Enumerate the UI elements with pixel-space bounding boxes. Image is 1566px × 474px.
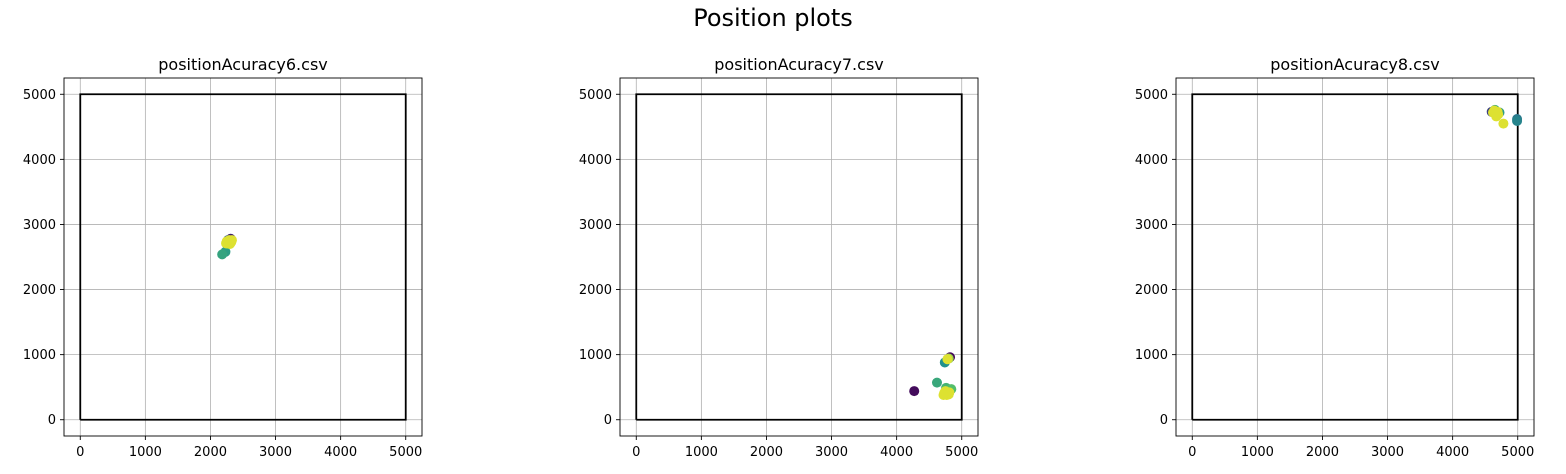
axes-frame <box>619 77 979 437</box>
scatter-point <box>942 354 953 365</box>
subplot-2: positionAcuracy7.csv 0 1000 2000 3000 4000 500… <box>579 55 979 460</box>
scatter-point <box>1491 111 1502 122</box>
x-tick-label: 5000 <box>1501 445 1534 460</box>
x-tick-label: 2000 <box>194 445 227 460</box>
y-tick-label: 4000 <box>579 153 612 168</box>
x-tick-label: 5000 <box>945 445 978 460</box>
scatter-point <box>909 386 920 397</box>
y-tick-label: 2000 <box>579 283 612 298</box>
scatter-point <box>226 235 237 246</box>
y-tick-label: 3000 <box>1135 218 1168 233</box>
boundary-line <box>635 93 963 421</box>
y-tick-label: 3000 <box>579 218 612 233</box>
subplot-1: positionAcuracy6.csv 0 1000 2000 3000 4000 500… <box>23 55 423 460</box>
x-tick-label: 2000 <box>1306 445 1339 460</box>
x-tick-label: 0 <box>76 445 84 460</box>
y-tick-label: 2000 <box>1135 283 1168 298</box>
boundary-line <box>79 93 407 421</box>
x-tick-label: 3000 <box>259 445 292 460</box>
subplot-3: positionAcuracy8.csv 0 1000 2000 3000 4000 500… <box>1135 55 1535 460</box>
x-tick-label: 2000 <box>750 445 783 460</box>
axes-frame <box>63 77 423 437</box>
x-tick-label: 4000 <box>1436 445 1469 460</box>
x-tick-label: 4000 <box>324 445 357 460</box>
y-tick-label: 5000 <box>1135 88 1168 103</box>
scatter-point <box>931 377 942 388</box>
x-tick-label: 1000 <box>685 445 718 460</box>
scatter-point <box>1512 115 1523 126</box>
y-tick-label: 4000 <box>23 153 56 168</box>
x-tick-label: 3000 <box>1371 445 1404 460</box>
scatter-point <box>217 249 228 260</box>
y-tick-label: 5000 <box>23 88 56 103</box>
subplot-title: positionAcuracy8.csv <box>1270 55 1440 74</box>
boundary-line <box>1191 93 1519 421</box>
x-tick-label: 1000 <box>1241 445 1274 460</box>
x-tick-label: 3000 <box>815 445 848 460</box>
y-tick-label: 3000 <box>23 218 56 233</box>
x-tick-label: 0 <box>632 445 640 460</box>
y-tick-label: 1000 <box>1135 348 1168 363</box>
y-tick-label: 5000 <box>579 88 612 103</box>
subplot-panels: positionAcuracy6.csv 0 1000 2000 3000 4000 500… <box>23 55 1535 460</box>
y-tick-label: 1000 <box>579 348 612 363</box>
x-tick-label: 1000 <box>129 445 162 460</box>
x-tick-label: 4000 <box>880 445 913 460</box>
y-tick-label: 0 <box>48 413 56 428</box>
y-tick-label: 2000 <box>23 283 56 298</box>
y-tick-label: 0 <box>604 413 612 428</box>
subplot-title: positionAcuracy6.csv <box>158 55 328 74</box>
scatter-point <box>1498 118 1509 129</box>
axes-frame <box>1175 77 1535 437</box>
subplot-title: positionAcuracy7.csv <box>714 55 884 74</box>
y-tick-label: 1000 <box>23 348 56 363</box>
scatter-point <box>938 389 949 400</box>
y-tick-label: 4000 <box>1135 153 1168 168</box>
x-tick-label: 5000 <box>389 445 422 460</box>
y-tick-label: 0 <box>1160 413 1168 428</box>
x-tick-label: 0 <box>1188 445 1196 460</box>
figure-suptitle: Position plots <box>693 4 853 32</box>
